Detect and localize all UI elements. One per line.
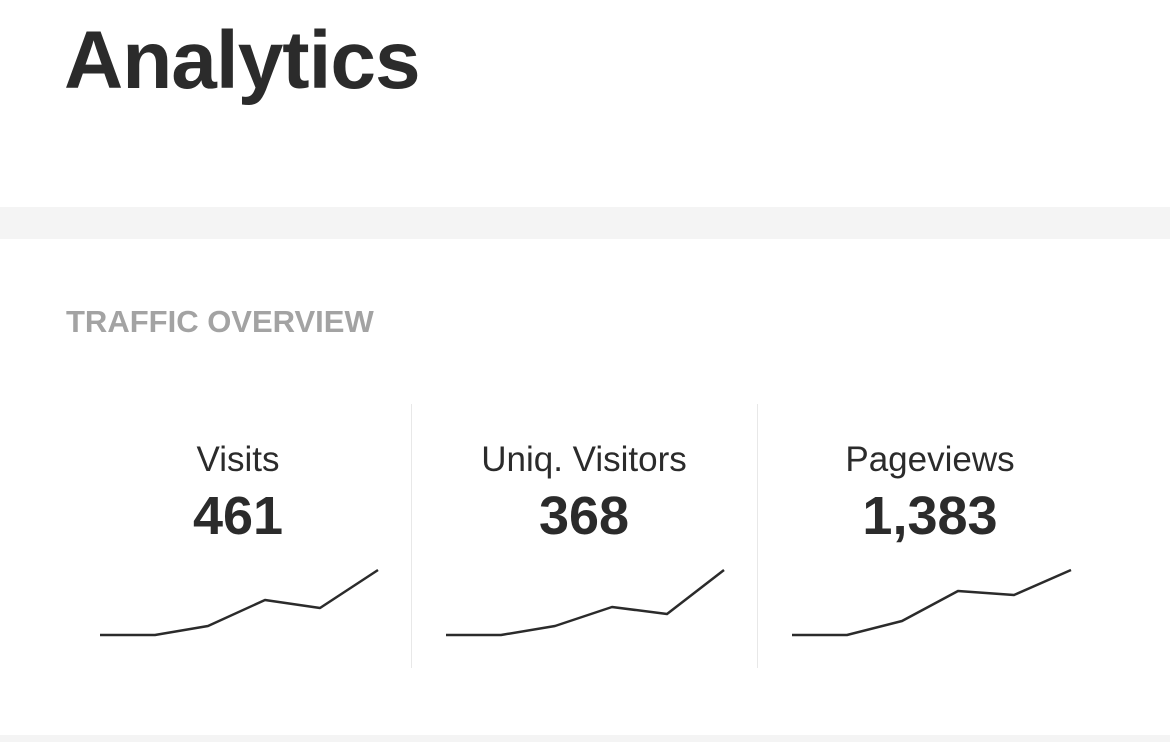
metric-label: Visits <box>196 440 280 479</box>
column-divider <box>757 404 758 668</box>
separator-band <box>0 735 1170 742</box>
metric-label: Pageviews <box>845 440 1015 479</box>
metric-value: 368 <box>538 486 630 546</box>
column-divider <box>411 404 412 668</box>
metric-label: Uniq. Visitors <box>481 440 687 479</box>
section-title: TRAFFIC OVERVIEW <box>66 304 374 339</box>
sparkline <box>792 568 1072 637</box>
sparkline <box>446 569 725 637</box>
separator-band <box>0 207 1170 239</box>
page-title: Analytics <box>64 15 421 106</box>
sparkline <box>100 568 379 637</box>
metric-value: 461 <box>192 486 284 546</box>
metric-value: 1,383 <box>862 486 998 546</box>
metric-card: Pageviews 1,383 <box>757 436 1103 548</box>
metric-card: Visits 461 <box>65 436 411 548</box>
metric-card: Uniq. Visitors 368 <box>411 436 757 548</box>
